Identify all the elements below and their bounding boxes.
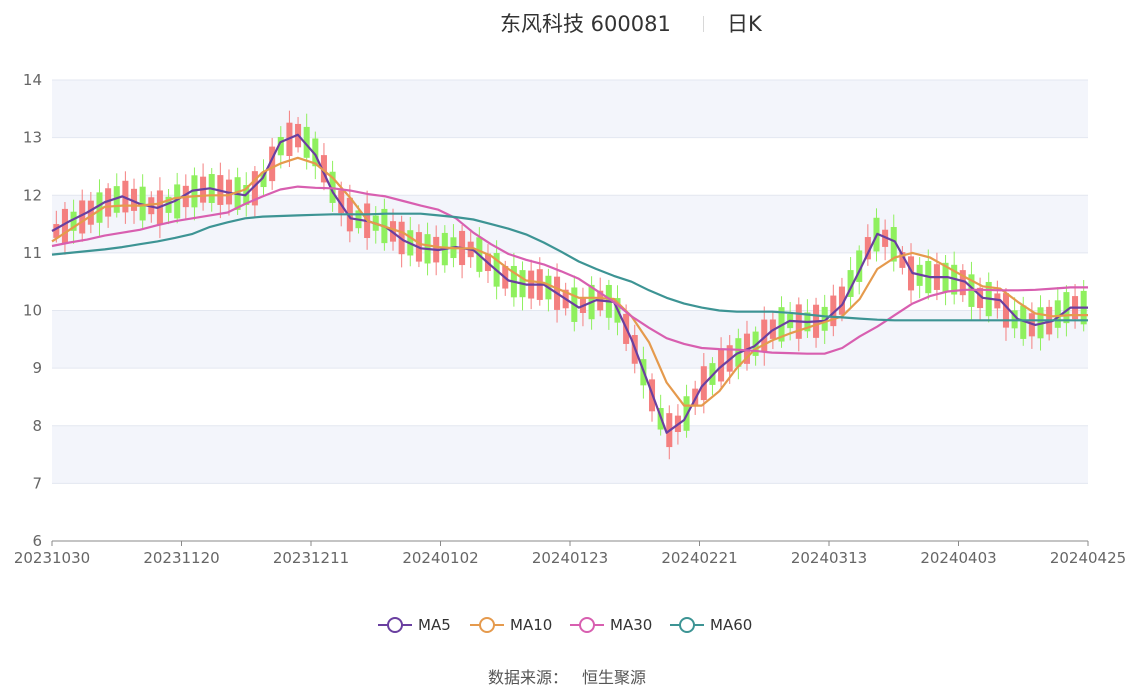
candle-body [105, 188, 112, 217]
candle-body [312, 138, 319, 167]
legend-swatch-ma30 [570, 617, 604, 633]
candles [53, 110, 1087, 460]
candle-body [338, 190, 345, 214]
candle-body [277, 136, 284, 156]
candle-body [899, 252, 906, 268]
legend-item-ma60[interactable]: MA60 [670, 612, 752, 638]
period-label: 日K [727, 12, 762, 36]
candle-body [1002, 293, 1010, 328]
background-bands [52, 80, 1088, 484]
grid-band [52, 195, 1088, 253]
candle-body [847, 270, 854, 297]
y-tick-label: 8 [32, 417, 42, 435]
y-tick-label: 9 [32, 359, 42, 377]
legend-item-ma10[interactable]: MA10 [470, 612, 552, 638]
legend-label-ma5: MA5 [418, 616, 451, 634]
header-divider [703, 16, 704, 32]
chart-header: 东风科技 600081 日K [0, 6, 1134, 38]
candle-body [303, 126, 310, 158]
candle-body [165, 196, 172, 213]
y-tick-label: 6 [32, 532, 42, 550]
candle-body [994, 293, 1001, 309]
source-label: 数据来源： [487, 668, 568, 687]
candle-body [174, 184, 181, 219]
ma-line-ma10 [51, 156, 1088, 407]
y-tick-label: 12 [23, 186, 42, 204]
candle-body [830, 295, 837, 327]
x-tick-label: 20231211 [273, 549, 349, 567]
x-tick-label: 20240425 [1050, 549, 1126, 567]
legend-item-ma30[interactable]: MA30 [570, 612, 652, 638]
grid-band [52, 425, 1088, 484]
candle-body [251, 171, 258, 206]
grid-band [52, 80, 1088, 138]
candle-body [977, 287, 984, 309]
candle-body [1020, 305, 1027, 339]
candle-body [320, 155, 327, 183]
y-tick-label: 14 [23, 71, 42, 89]
x-tick-label: 20240403 [920, 549, 996, 567]
x-tick-label: 20231030 [14, 549, 90, 567]
candle-body [907, 256, 915, 291]
x-tick-label: 20240221 [661, 549, 737, 567]
y-tick-label: 10 [23, 302, 42, 320]
candle-body [890, 226, 897, 262]
legend-label-ma60: MA60 [710, 616, 753, 634]
candle-body [959, 270, 966, 296]
x-tick-label: 20240313 [791, 549, 867, 567]
ma-line-ma30 [51, 185, 1088, 355]
candle-body [87, 200, 94, 225]
legend-label-ma30: MA30 [610, 616, 653, 634]
ma-line-ma5 [51, 133, 1088, 434]
legend-item-ma5[interactable]: MA5 [378, 612, 451, 638]
candle-body [864, 237, 871, 260]
candle-body [53, 224, 60, 238]
candle-body [1054, 300, 1061, 328]
ma-line-ma60 [51, 212, 1088, 322]
candle-body [260, 172, 267, 188]
y-tick-label: 13 [23, 129, 42, 147]
candle-body [1063, 292, 1070, 324]
data-source: 数据来源： 恒生聚源 [0, 664, 1134, 688]
candle-body [856, 250, 863, 282]
candle-body [113, 186, 120, 213]
candle-body [79, 200, 86, 234]
candle-body [70, 211, 77, 231]
legend-swatch-ma60 [670, 617, 704, 633]
source-value: 恒生聚源 [582, 668, 647, 687]
grid-band [52, 310, 1088, 369]
ma-lines [51, 133, 1088, 434]
legend-swatch-ma10 [470, 617, 504, 633]
y-tick-label: 11 [23, 244, 42, 262]
legend-swatch-ma5 [378, 617, 412, 633]
kline-chart: 6 7 8 9 10 11 12 13 14 20231030 20231120 20231211 20… [14, 71, 1126, 567]
candle-body [269, 146, 276, 182]
x-tick-label: 20231120 [143, 549, 219, 567]
legend-label-ma10: MA10 [510, 616, 553, 634]
axes: 6 7 8 9 10 11 12 13 14 20231030 20231120 20231211 20… [14, 71, 1126, 567]
candle-body [130, 188, 138, 211]
x-tick-label: 20240102 [402, 549, 478, 567]
stock-name-code: 东风科技 600081 [500, 12, 671, 36]
candle-body [96, 192, 103, 223]
candle-body [821, 306, 828, 331]
candle-body [61, 208, 68, 244]
x-tick-label: 20240123 [532, 549, 608, 567]
legend: MA5 MA10 MA30 MA60 [0, 612, 1134, 638]
candle-body [838, 286, 845, 315]
y-tick-label: 7 [32, 474, 42, 492]
